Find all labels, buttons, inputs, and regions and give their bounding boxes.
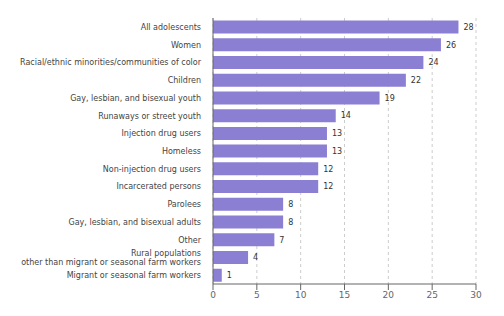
svg-text:4: 4	[253, 253, 258, 262]
svg-text:8: 8	[288, 200, 293, 209]
svg-text:Racial/ethnic minorities/commu: Racial/ethnic minorities/communities of …	[20, 58, 202, 67]
svg-text:Children: Children	[168, 76, 201, 85]
svg-text:Rural populationsother than mi: Rural populationsother than migrant or s…	[21, 249, 201, 267]
svg-text:20: 20	[383, 290, 395, 300]
svg-text:14: 14	[341, 111, 351, 120]
svg-text:22: 22	[411, 76, 421, 85]
svg-text:30: 30	[470, 290, 482, 300]
svg-text:Non-injection drug users: Non-injection drug users	[103, 165, 201, 174]
svg-text:8: 8	[288, 218, 293, 227]
svg-text:Gay, lesbian, and bisexual you: Gay, lesbian, and bisexual youth	[70, 94, 201, 103]
svg-text:12: 12	[323, 165, 333, 174]
svg-text:5: 5	[254, 290, 260, 300]
svg-text:12: 12	[323, 182, 333, 191]
svg-text:7: 7	[279, 236, 284, 245]
svg-text:13: 13	[332, 129, 342, 138]
svg-text:Homeless: Homeless	[162, 147, 201, 156]
svg-text:19: 19	[385, 94, 395, 103]
svg-text:Migrant or seasonal farm worke: Migrant or seasonal farm workers	[67, 271, 201, 280]
svg-text:Parolees: Parolees	[167, 200, 201, 209]
svg-text:Gay, lesbian, and bisexual adu: Gay, lesbian, and bisexual adults	[69, 218, 202, 227]
svg-text:0: 0	[210, 290, 216, 300]
svg-text:Other: Other	[178, 236, 201, 245]
svg-text:24: 24	[428, 58, 438, 67]
svg-text:13: 13	[332, 147, 342, 156]
svg-text:15: 15	[339, 290, 350, 300]
svg-text:Injection drug users: Injection drug users	[121, 129, 201, 138]
svg-text:All adolescents: All adolescents	[141, 23, 201, 32]
svg-text:26: 26	[446, 41, 456, 50]
svg-text:25: 25	[426, 290, 437, 300]
svg-text:10: 10	[295, 290, 307, 300]
svg-text:1: 1	[227, 271, 232, 280]
svg-text:Runaways or street youth: Runaways or street youth	[98, 112, 201, 121]
svg-text:Incarcerated persons: Incarcerated persons	[116, 182, 201, 191]
svg-text:28: 28	[463, 23, 473, 32]
svg-text:Women: Women	[171, 41, 201, 50]
